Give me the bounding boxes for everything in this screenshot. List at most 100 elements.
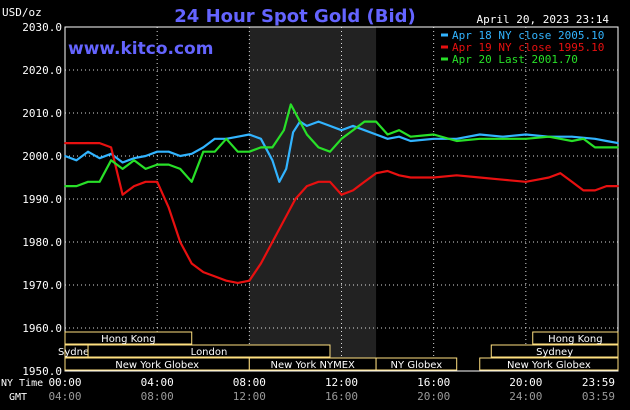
series-point xyxy=(455,140,458,142)
series-point xyxy=(271,241,274,243)
series-point xyxy=(375,133,377,136)
series-point xyxy=(156,150,159,153)
y-tick-label: 1960.0 xyxy=(22,322,62,335)
series-point xyxy=(64,155,66,157)
series-point xyxy=(75,142,78,145)
series-point xyxy=(594,137,596,140)
session-label: London xyxy=(191,347,228,358)
gmt-tick: 03:59 xyxy=(582,390,615,403)
series-line-2 xyxy=(65,142,618,284)
series-point xyxy=(524,133,527,136)
series-point xyxy=(144,180,147,183)
series-point xyxy=(317,146,320,149)
series-point xyxy=(352,189,354,192)
session-label: Sydney xyxy=(58,347,95,358)
series-point xyxy=(110,146,112,149)
series-point xyxy=(398,174,401,177)
series-point xyxy=(501,178,504,181)
series-point xyxy=(225,279,228,282)
series-point xyxy=(259,137,262,140)
series-point xyxy=(501,137,504,140)
series-point xyxy=(248,133,251,136)
series-point xyxy=(294,198,297,200)
series-point xyxy=(398,135,401,138)
series-point xyxy=(605,146,608,149)
series-point xyxy=(375,172,377,175)
y-tick-label: 2000.0 xyxy=(22,150,62,163)
series-point xyxy=(317,120,320,123)
session-label: New York Globex xyxy=(507,360,591,371)
series-point xyxy=(582,189,585,192)
series-point xyxy=(398,129,401,132)
series-point xyxy=(179,155,182,157)
series-point xyxy=(352,129,354,132)
series-point xyxy=(98,180,101,183)
series-point xyxy=(278,180,281,183)
ny-time-tick: 04:00 xyxy=(141,376,174,389)
series-point xyxy=(617,146,619,149)
series-point xyxy=(259,146,262,149)
nymex-session-shading xyxy=(249,27,377,371)
series-point xyxy=(386,133,389,136)
series-point xyxy=(75,185,78,188)
series-point xyxy=(432,133,435,136)
series-point xyxy=(236,150,239,153)
series-point xyxy=(190,262,193,265)
ny-time-tick: 16:00 xyxy=(417,376,450,389)
date-time-stamp: April 20, 2023 23:14 xyxy=(477,13,610,26)
series-point xyxy=(501,135,504,138)
series-point xyxy=(202,271,205,273)
series-point xyxy=(478,176,481,179)
x-axis-tick-labels: 00:00 04:00 08:00 12:00 16:00 20:00 23:5904:00… xyxy=(48,376,615,403)
series-point xyxy=(98,157,101,160)
series-point xyxy=(306,125,308,127)
ny-time-axis-title: NY Time xyxy=(1,378,43,389)
series-point xyxy=(605,140,608,142)
series-point xyxy=(386,170,389,172)
series-point xyxy=(524,137,527,140)
series-point xyxy=(617,142,619,145)
series-point xyxy=(292,131,295,134)
gmt-tick: 20:00 xyxy=(417,390,450,403)
series-point xyxy=(282,219,285,222)
series-point xyxy=(594,189,596,192)
ny-time-tick: 20:00 xyxy=(509,376,542,389)
series-point xyxy=(190,152,193,155)
series-point xyxy=(121,193,124,196)
grid xyxy=(64,26,619,372)
series-point xyxy=(478,137,481,140)
series-point xyxy=(75,159,78,162)
series-point xyxy=(340,193,343,196)
y-tick-label: 1990.0 xyxy=(22,193,62,206)
series-point xyxy=(340,129,343,132)
series-point xyxy=(156,180,159,183)
ny-time-tick: 00:00 xyxy=(48,376,81,389)
session-label: Hong Kong xyxy=(101,334,155,345)
series-point xyxy=(571,135,573,138)
series-point xyxy=(594,146,596,149)
session-box xyxy=(532,331,619,345)
series-point xyxy=(285,168,288,170)
legend: Apr 18 NY close 2005.10 Apr 19 NY close … xyxy=(441,29,604,66)
website-label[interactable]: www.kitco.com xyxy=(68,39,213,59)
series-point xyxy=(236,281,239,284)
series-point xyxy=(167,150,170,153)
gmt-tick: 08:00 xyxy=(141,390,174,403)
series-point xyxy=(213,275,216,278)
ny-time-tick: 08:00 xyxy=(233,376,266,389)
series-point xyxy=(98,142,101,145)
series-point xyxy=(289,103,292,106)
series-point xyxy=(282,129,285,132)
series-point xyxy=(271,159,274,162)
y-axis-tick-labels: 2030.0 2020.0 2010.0 2000.0 1990.0 1980.0 1970… xyxy=(22,21,62,378)
y-axis-unit: USD/oz xyxy=(2,6,42,19)
session-box xyxy=(64,331,193,345)
series-point xyxy=(133,185,136,188)
series-point xyxy=(144,168,147,170)
series-point xyxy=(133,157,136,160)
series-point xyxy=(179,168,182,170)
session-box xyxy=(479,357,619,371)
session-box xyxy=(490,344,619,358)
price-series xyxy=(64,103,619,284)
y-tick-label: 2030.0 xyxy=(22,21,62,34)
